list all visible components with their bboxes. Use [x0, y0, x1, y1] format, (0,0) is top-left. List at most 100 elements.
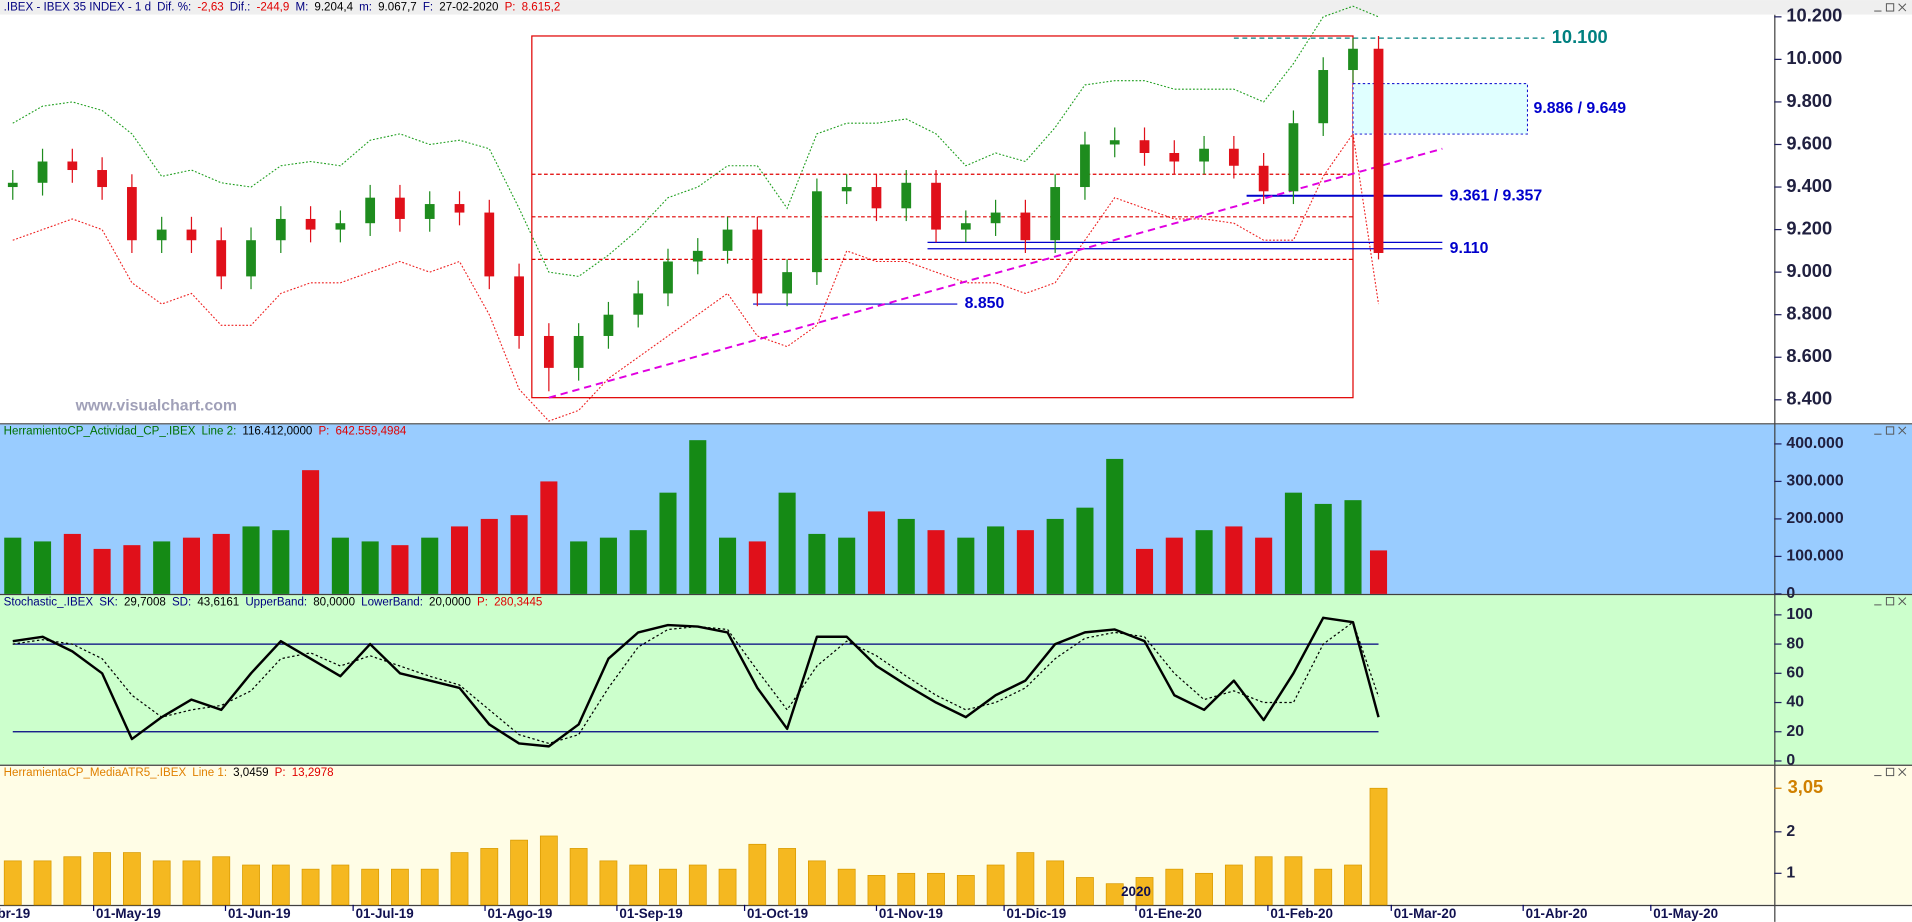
header-item: 3,0459 [233, 767, 268, 779]
header-item: 13,2978 [292, 767, 334, 779]
candle-body [454, 204, 465, 213]
candle-body [1288, 123, 1299, 192]
envelope-line [12, 5, 1379, 277]
candle-body [603, 314, 614, 336]
candle-body [514, 276, 524, 336]
y-tick-label: 200.000 [1786, 510, 1843, 527]
close-icon [1898, 767, 1907, 776]
price-pane [0, 14, 1912, 424]
pane-header: .IBEX - IBEX 35 INDEX - 1 d Dif. %: -2,63 D… [4, 1, 561, 13]
candle-body [1139, 140, 1150, 153]
pane-header: HerramientoCP_Actividad_CP_.IBEX Line 2: 1… [4, 426, 407, 438]
y-tick-label: 10.200 [1786, 5, 1842, 26]
candle-body [663, 261, 673, 294]
candle-body [156, 229, 167, 241]
bar [897, 518, 915, 594]
bar [302, 470, 320, 594]
close-icon [1898, 3, 1907, 12]
header-item: P: [505, 1, 516, 13]
header-item: P: [477, 597, 488, 609]
bar [391, 868, 409, 906]
bar [808, 860, 826, 906]
bar [1135, 548, 1154, 594]
header-item: -244,9 [256, 1, 289, 13]
bar [688, 864, 707, 906]
bar [1369, 787, 1388, 906]
candle-body [871, 187, 882, 209]
x-tick-label: 01-Dic-19 [1007, 906, 1067, 921]
bar [1165, 537, 1183, 594]
bar [63, 856, 82, 906]
bar [599, 860, 618, 906]
y-tick-label: 9.600 [1786, 132, 1832, 153]
bar [748, 541, 766, 594]
bar [153, 541, 171, 594]
bar [1046, 518, 1064, 594]
y-tick-label: 0 [1786, 752, 1795, 769]
header-item: 116.412,0000 [242, 426, 312, 438]
x-tick-label: 01-Abr-19 [0, 906, 30, 921]
header-item: UpperBand: [245, 597, 307, 609]
candle-body [127, 187, 137, 241]
bar [450, 852, 469, 906]
header-item: 80,0000 [313, 597, 355, 609]
header-item: Line 1: [192, 767, 227, 779]
bar [719, 537, 737, 594]
bar [510, 839, 528, 906]
bar [569, 848, 588, 906]
bar [182, 537, 200, 594]
x-tick-label: 01-Jul-19 [356, 906, 414, 921]
bar [986, 864, 1005, 906]
bar [242, 526, 260, 594]
candle-body [692, 250, 703, 262]
header-item: .IBEX - IBEX 35 INDEX - 1 d [4, 1, 151, 13]
bar [867, 875, 886, 906]
bar [420, 868, 439, 906]
candle-body [812, 191, 822, 273]
y-tick-label: 40 [1786, 694, 1804, 711]
candle-body [1169, 152, 1180, 162]
bar [1344, 500, 1362, 594]
bar [718, 868, 737, 906]
annotation-label: 10.100 [1552, 26, 1608, 47]
bar [689, 440, 707, 594]
bar [778, 848, 797, 906]
x-tick-label: 01-Sep-19 [619, 906, 682, 921]
bar [1105, 883, 1124, 906]
y-tick-label: 9.400 [1786, 175, 1832, 196]
bar [957, 537, 975, 594]
header-item: 43,6161 [197, 597, 239, 609]
bar [301, 868, 320, 906]
x-tick-label: 01-Jun-19 [228, 906, 291, 921]
y-tick-label: 20 [1786, 723, 1804, 740]
header-item: M: [295, 1, 308, 13]
bar [748, 843, 767, 906]
bar [659, 492, 677, 594]
candle-body [424, 204, 435, 219]
bar [1195, 530, 1213, 594]
bar [1255, 537, 1273, 594]
bar [599, 537, 617, 594]
candle-body [275, 218, 286, 241]
x-tick-label: 01-May-19 [96, 906, 161, 921]
candle-body [990, 212, 1001, 224]
bar [629, 864, 648, 906]
annotation-label: 9.110 [1450, 240, 1489, 257]
bar [212, 856, 231, 906]
header-item: Dif. %: [157, 1, 191, 13]
y-tick-label: 8.600 [1786, 345, 1832, 366]
candle-body [395, 197, 405, 219]
header-item: HerramientaCP_MediaATR5_.IBEX [4, 767, 187, 779]
candle-body [216, 240, 227, 277]
maximize-icon [1885, 597, 1895, 606]
bar [540, 481, 558, 594]
candle-body [1348, 48, 1358, 71]
bar [93, 852, 112, 906]
header-item: 9.067,7 [378, 1, 417, 13]
candle-body [1199, 148, 1209, 162]
y-tick-label: 8.800 [1786, 303, 1832, 324]
bar [1344, 864, 1362, 906]
bar [1284, 856, 1303, 906]
candle-body [97, 170, 107, 188]
